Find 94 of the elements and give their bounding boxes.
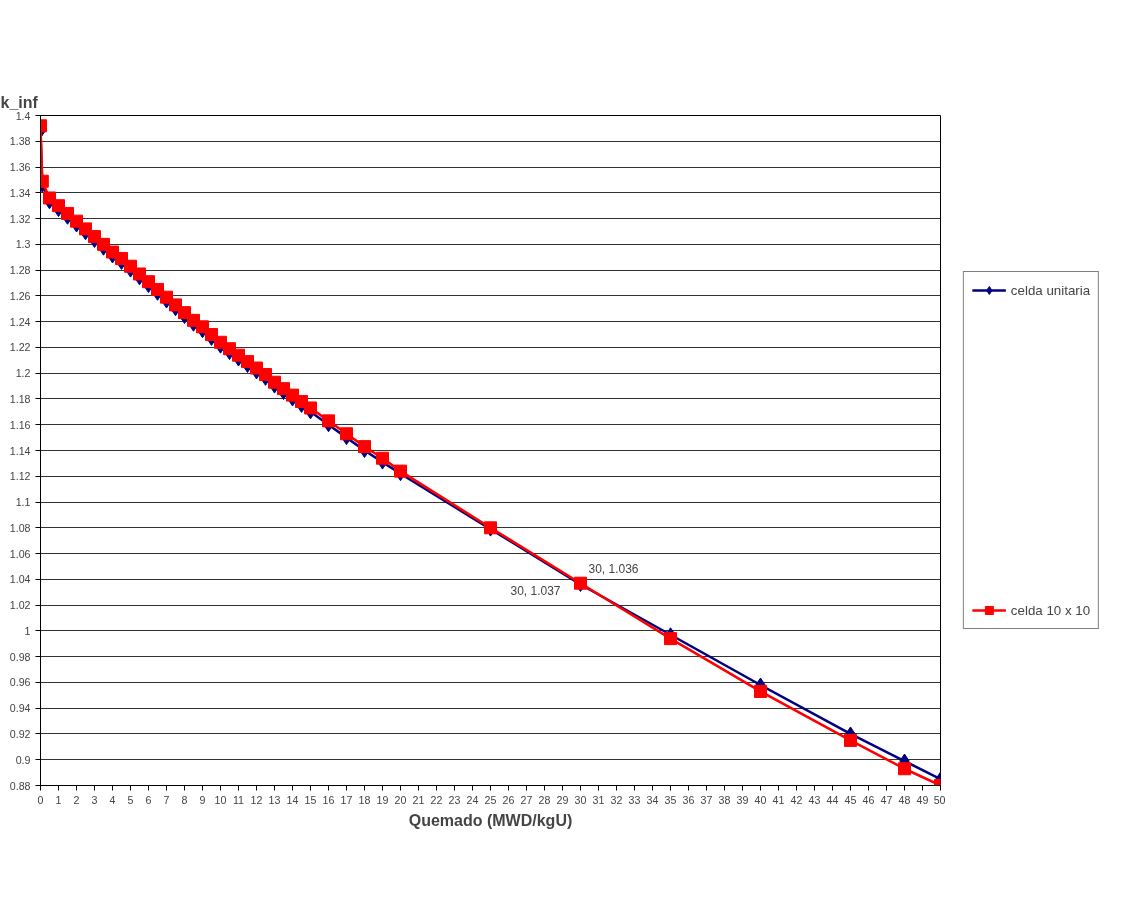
x-tick-label: 36 bbox=[682, 793, 695, 806]
x-tick-label: 7 bbox=[163, 793, 170, 806]
x-tick-label: 42 bbox=[790, 793, 803, 806]
x-tick-label: 38 bbox=[718, 793, 731, 806]
y-tick-label: 1.08 bbox=[9, 521, 31, 534]
x-tick-label: 4 bbox=[109, 793, 116, 806]
y-tick-label: 1.18 bbox=[9, 392, 31, 405]
x-tick-label: 19 bbox=[376, 793, 389, 806]
x-tick-label: 33 bbox=[628, 793, 641, 806]
y-tick-label: 1.1 bbox=[15, 496, 31, 509]
x-tick-label: 44 bbox=[826, 793, 839, 806]
x-tick-label: 47 bbox=[880, 793, 893, 806]
y-tick-label: 0.88 bbox=[9, 779, 31, 792]
y-tick-label: 0.92 bbox=[9, 727, 31, 740]
y-tick-label: 1 bbox=[24, 624, 31, 637]
y-tick-label: 1.26 bbox=[9, 289, 31, 302]
x-tick-label: 10 bbox=[214, 793, 227, 806]
y-tick-label: 1.14 bbox=[9, 444, 31, 457]
x-tick-label: 23 bbox=[448, 793, 461, 806]
y-tick-label: 0.94 bbox=[9, 702, 31, 715]
x-tick-label: 30 bbox=[574, 793, 587, 806]
y-tick-label: 1.12 bbox=[9, 470, 31, 483]
x-tick-label: 3 bbox=[91, 793, 98, 806]
x-tick-label: 46 bbox=[862, 793, 875, 806]
x-tick-label: 1 bbox=[55, 793, 62, 806]
y-tick-label: 1.2 bbox=[15, 367, 31, 380]
y-tick-label: 1.02 bbox=[9, 599, 31, 612]
point bbox=[358, 440, 371, 454]
y-axis-title: k_inf bbox=[0, 93, 39, 111]
x-tick-label: 22 bbox=[430, 793, 443, 806]
point bbox=[394, 464, 407, 478]
x-tick-label: 43 bbox=[808, 793, 821, 806]
point bbox=[898, 762, 911, 776]
point bbox=[376, 451, 389, 465]
x-tick-label: 11 bbox=[232, 793, 245, 806]
x-tick-label: 26 bbox=[502, 793, 515, 806]
x-tick-label: 13 bbox=[268, 793, 281, 806]
y-tick-label: 1.16 bbox=[9, 418, 31, 431]
x-tick-label: 50 bbox=[933, 793, 946, 806]
x-tick-label: 17 bbox=[340, 793, 353, 806]
y-tick-label: 1.38 bbox=[9, 135, 31, 148]
x-tick-label: 40 bbox=[754, 793, 767, 806]
x-tick-label: 48 bbox=[898, 793, 911, 806]
x-tick-label: 28 bbox=[538, 793, 551, 806]
x-tick-label: 8 bbox=[181, 793, 188, 806]
x-tick-label: 35 bbox=[664, 793, 677, 806]
x-tick-label: 15 bbox=[304, 793, 317, 806]
x-tick-label: 24 bbox=[466, 793, 479, 806]
x-tick-label: 39 bbox=[736, 793, 749, 806]
x-tick-label: 37 bbox=[700, 793, 713, 806]
legend-label: celda unitaria bbox=[1010, 282, 1091, 298]
x-axis-title: Quemado (MWD/kgU) bbox=[408, 811, 573, 829]
x-tick-label: 21 bbox=[412, 793, 425, 806]
legend-label: celda 10 x 10 bbox=[1010, 602, 1091, 618]
y-tick-label: 1.34 bbox=[9, 186, 31, 199]
x-tick-label: 29 bbox=[556, 793, 569, 806]
x-tick-label: 25 bbox=[484, 793, 497, 806]
x-tick-label: 34 bbox=[646, 793, 659, 806]
x-tick-label: 5 bbox=[127, 793, 134, 806]
point bbox=[340, 427, 353, 441]
y-tick-label: 1.28 bbox=[9, 264, 31, 277]
y-tick-label: 1.04 bbox=[9, 573, 31, 586]
x-tick-label: 6 bbox=[145, 793, 152, 806]
x-tick-label: 0 bbox=[37, 793, 44, 806]
y-tick-label: 0.9 bbox=[15, 753, 31, 766]
point bbox=[664, 632, 677, 646]
annotation: 30, 1.037 bbox=[510, 584, 561, 599]
y-tick-label: 1.4 bbox=[15, 109, 31, 122]
point bbox=[304, 401, 317, 415]
x-tick-label: 41 bbox=[772, 793, 785, 806]
y-tick-label: 1.32 bbox=[9, 212, 31, 225]
point bbox=[844, 733, 857, 747]
y-tick-label: 1.36 bbox=[9, 161, 31, 174]
x-tick-label: 31 bbox=[592, 793, 605, 806]
y-tick-label: 1.22 bbox=[9, 341, 31, 354]
x-tick-label: 20 bbox=[394, 793, 407, 806]
x-tick-label: 49 bbox=[916, 793, 929, 806]
y-tick-label: 1.24 bbox=[9, 315, 31, 328]
y-tick-label: 0.98 bbox=[9, 650, 31, 663]
x-tick-label: 12 bbox=[250, 793, 263, 806]
x-tick-label: 18 bbox=[358, 793, 371, 806]
x-tick-label: 9 bbox=[199, 793, 206, 806]
y-tick-label: 1.06 bbox=[9, 547, 31, 560]
point bbox=[322, 414, 335, 428]
x-tick-label: 16 bbox=[322, 793, 335, 806]
y-tick-label: 0.96 bbox=[9, 676, 31, 689]
x-tick-label: 32 bbox=[610, 793, 623, 806]
point bbox=[754, 684, 767, 698]
x-tick-label: 27 bbox=[520, 793, 533, 806]
x-tick-label: 45 bbox=[844, 793, 857, 806]
y-tick-label: 1.3 bbox=[15, 238, 31, 251]
x-tick-label: 14 bbox=[286, 793, 299, 806]
annotation: 30, 1.036 bbox=[588, 561, 639, 576]
x-tick-label: 2 bbox=[73, 793, 80, 806]
